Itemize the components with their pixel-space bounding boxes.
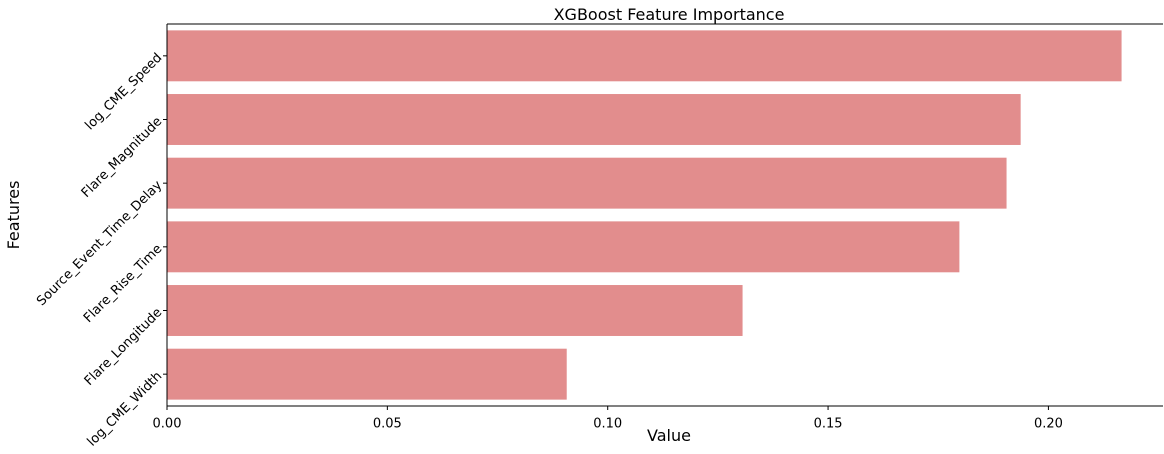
bar <box>167 157 1007 209</box>
y-tick-label: Source_Event_Time_Delay <box>34 178 165 309</box>
bar <box>167 348 567 400</box>
bar <box>167 285 743 336</box>
x-tick-label: 0.10 <box>593 417 622 432</box>
bar <box>167 221 960 273</box>
x-tick-label: 0.15 <box>814 417 843 432</box>
y-axis-label: Features <box>4 181 23 250</box>
chart-title: XGBoost Feature Importance <box>554 5 785 24</box>
x-axis-label: Value <box>647 426 691 445</box>
bar <box>167 94 1021 145</box>
x-tick-label: 0.05 <box>373 417 402 432</box>
x-tick-label: 0.00 <box>153 417 182 432</box>
x-tick-label: 0.20 <box>1034 417 1063 432</box>
bar <box>167 30 1122 82</box>
